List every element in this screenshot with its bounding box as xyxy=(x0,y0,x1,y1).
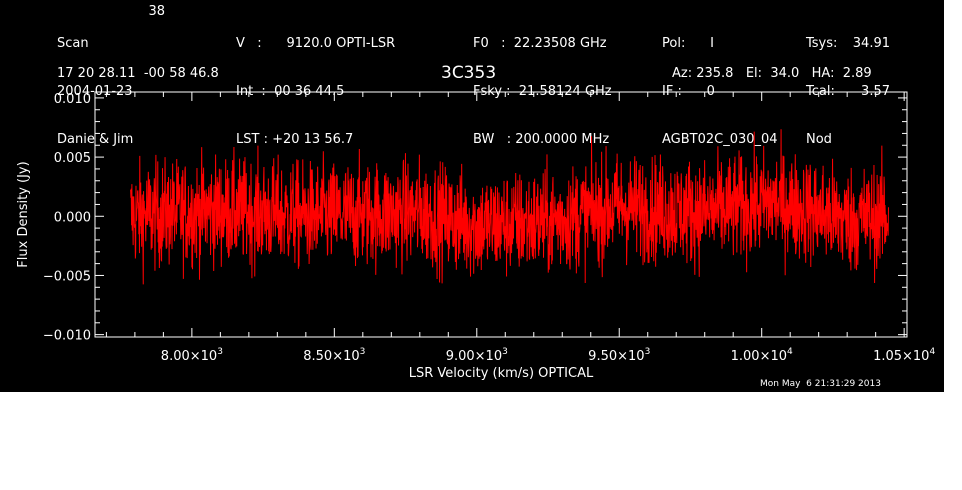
x-tick-label: 9.00×103 xyxy=(446,347,508,364)
header-bw: BW : 200.0000 MHz xyxy=(473,132,610,147)
header-coordinates: 17 20 28.11 -00 58 46.8 xyxy=(57,66,219,81)
x-axis-title: LSR Velocity (km/s) OPTICAL xyxy=(409,366,594,381)
x-tick-label: 9.50×103 xyxy=(588,347,650,364)
header-observers: Danie & Jim xyxy=(57,132,134,147)
header-tsys-label: Tsys: xyxy=(806,36,838,51)
flux-spectrum-chart: 8.00×103 8.50×103 9.00×103 9.50×103 1.00×104… xyxy=(16,91,935,381)
y-tick-label: 0.010 xyxy=(54,92,91,107)
header-col3: F0 : 22.23508 GHz Fsky : 21.58124 GHz BW… xyxy=(473,4,612,180)
header-source-name: 3C353 xyxy=(441,63,497,83)
header-nod-label: Nod xyxy=(806,132,832,147)
y-axis-title: Flux Density (Jy) xyxy=(16,161,31,267)
y-tick-label: 0.000 xyxy=(54,210,91,225)
header-scan-label: Scan xyxy=(57,36,89,51)
plot-panel: Scan 2004-01-23 Danie & Jim 38 V : 9120.… xyxy=(0,0,944,392)
x-tick-label: 8.00×103 xyxy=(161,347,223,364)
header-tsys-value: 34.91 xyxy=(852,36,890,51)
y-tick-label: −0.005 xyxy=(43,269,91,284)
x-tick-label: 1.00×104 xyxy=(731,347,793,364)
y-tick-label: 0.005 xyxy=(54,151,91,166)
plot-timestamp: Mon May 6 21:31:29 2013 xyxy=(760,379,881,389)
header-lst: LST : +20 13 56.7 xyxy=(236,132,354,147)
plot-frame xyxy=(94,91,908,338)
x-tick-label: 8.50×103 xyxy=(303,347,365,364)
header-f0: F0 : 22.23508 GHz xyxy=(473,36,607,51)
header-scan-number: 38 xyxy=(148,4,165,19)
header-az-el-ha: Az: 235.8 El: 34.0 HA: 2.89 xyxy=(672,66,872,81)
data-layer xyxy=(130,129,889,285)
y-tick-label: −0.010 xyxy=(43,329,91,344)
header-pol: Pol: I xyxy=(662,36,714,51)
flux-series-line xyxy=(130,129,889,285)
x-tick-label: 1.05×104 xyxy=(873,347,935,364)
header-project: AGBT02C_030_04 xyxy=(662,132,778,147)
header-col2: V : 9120.0 OPTI-LSR Int : 00 36 44.5 LST… xyxy=(236,4,395,180)
header-velocity: V : 9120.0 OPTI-LSR xyxy=(236,36,396,51)
axes-layer: 8.00×103 8.50×103 9.00×103 9.50×103 1.00×104… xyxy=(16,92,935,381)
